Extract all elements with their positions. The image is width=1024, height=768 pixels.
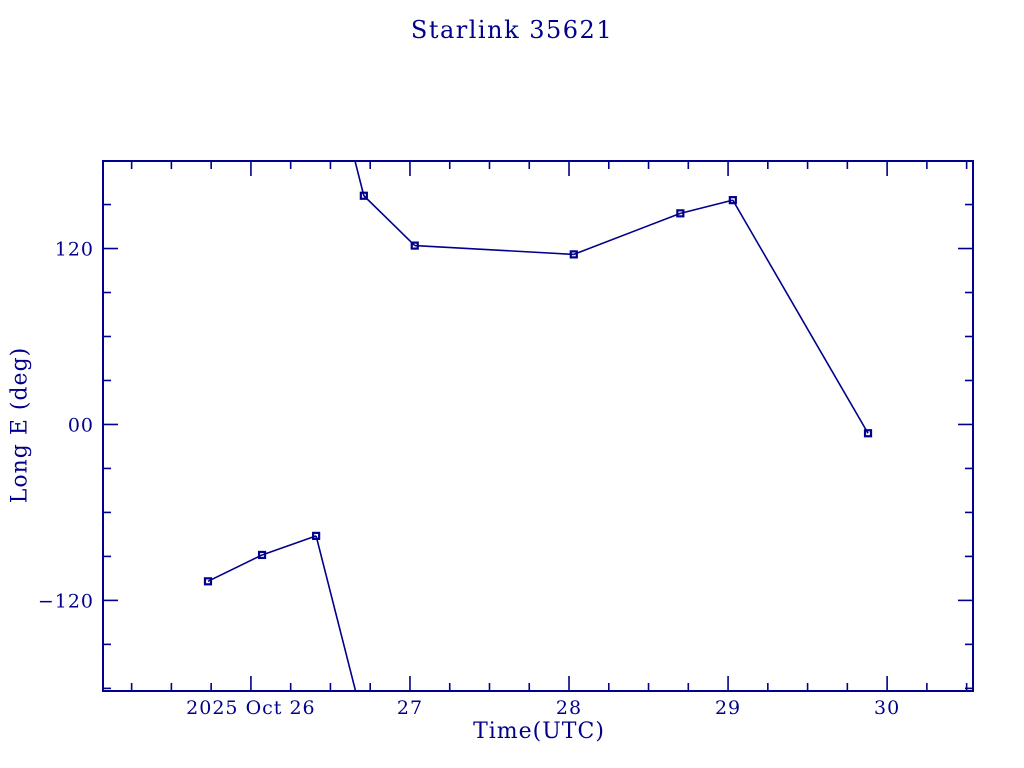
data-point-marker xyxy=(410,241,419,250)
series-line xyxy=(207,554,263,583)
series-line xyxy=(414,244,574,256)
series-line xyxy=(680,199,734,215)
x-tick-label: 27 xyxy=(397,697,423,719)
x-tick-label: 30 xyxy=(874,697,900,719)
x-tick-label: 29 xyxy=(715,697,741,719)
series-line xyxy=(363,195,416,247)
series-line xyxy=(354,161,365,196)
data-point-marker xyxy=(569,250,578,259)
series-line xyxy=(261,535,317,556)
x-tick-label: 2025 Oct 26 xyxy=(186,697,315,719)
chart-title: Starlink 35621 xyxy=(410,16,614,44)
series-line xyxy=(573,212,681,256)
data-point-marker xyxy=(257,550,267,560)
data-point-marker xyxy=(676,209,685,218)
series-line xyxy=(315,535,357,691)
x-tick-label: 28 xyxy=(556,697,582,719)
data-point-marker xyxy=(312,531,321,540)
x-axis-title: Time(UTC) xyxy=(473,719,605,744)
data-point-marker xyxy=(728,196,737,205)
y-axis-title: Long E (deg) xyxy=(7,346,33,504)
y-tick-label: −120 xyxy=(38,590,94,612)
data-point-marker xyxy=(359,191,368,200)
plot-frame xyxy=(102,160,974,692)
data-point-marker xyxy=(863,429,873,438)
y-tick-label: 00 xyxy=(68,414,94,436)
y-tick-label: 120 xyxy=(55,239,94,261)
series-line xyxy=(732,199,869,434)
data-point-marker xyxy=(203,577,213,586)
